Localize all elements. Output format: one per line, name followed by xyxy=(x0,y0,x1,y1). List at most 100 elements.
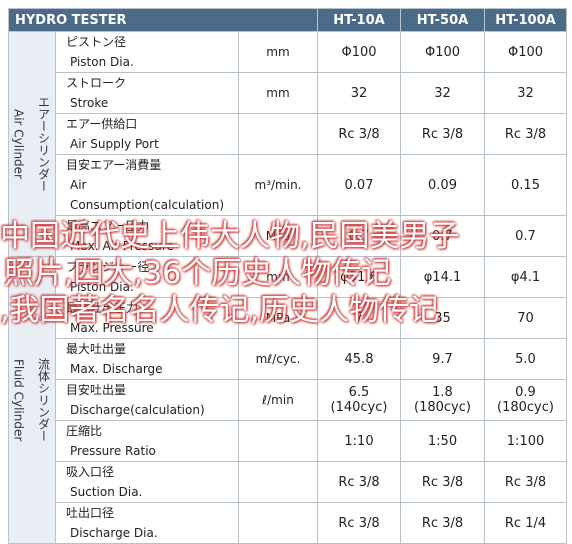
group-ja: エアーシリンダー xyxy=(36,96,51,192)
value-cell: Rc 1/4 xyxy=(484,502,567,544)
item-en: Stroke xyxy=(70,96,109,110)
item-en: Max. Pressure xyxy=(70,321,154,335)
value-cell: Φ100 xyxy=(400,31,485,73)
item-ja: 圧縮比 xyxy=(66,424,103,438)
item-cell: 吐出口径 Discharge Dia. xyxy=(55,502,239,544)
item-ja: 吐出口径 xyxy=(66,506,115,520)
spec-row: 吐出口径 Discharge Dia. Rc 3/8 Rc 3/8 Rc 1/4 xyxy=(9,502,567,544)
item-ja: ストローク xyxy=(66,76,127,90)
item-cell: ストローク Stroke xyxy=(55,72,239,114)
item-en: Discharge(calculation) xyxy=(70,403,205,417)
value-cell: 7 xyxy=(317,297,401,339)
item-en: Piston Dia. xyxy=(70,280,134,294)
spec-row: ストローク Stroke mm 32 32 32 xyxy=(9,72,567,114)
value-cell: 1:100 xyxy=(484,420,567,462)
value-cell: Rc 3/8 xyxy=(484,113,567,155)
page: HYDRO TESTER HT-10A HT-50A HT-100A Air C… xyxy=(0,8,567,544)
unit-cell xyxy=(238,461,318,503)
item-ja: 最大吐出量 xyxy=(66,342,127,356)
value-cell: 6.5 (140cyc) xyxy=(317,379,401,421)
item-cell: 最大吐出量 Max. Discharge xyxy=(55,338,239,380)
group-en: Fluid Cylinder xyxy=(11,358,26,442)
value-cell: 0.09 xyxy=(400,154,485,216)
value-cell: Φ100 xyxy=(484,31,567,73)
group-label: Fluid Cylinder 流体シリンダー xyxy=(9,257,55,543)
model: HT-10A xyxy=(317,8,401,32)
value-cell: 1:10 xyxy=(317,420,401,462)
value-cell: 0.7 xyxy=(317,215,401,257)
item-cell: 目安吐出量 Discharge(calculation) xyxy=(55,379,239,421)
spec-row: エアー供給口 Air Supply Port Rc 3/8 Rc 3/8 Rc 3/8 xyxy=(9,113,567,155)
unit-cell xyxy=(238,420,318,462)
item-cell: 吸入口径 Suction Dia. xyxy=(55,461,239,503)
group-label: Air Cylinder エアーシリンダー xyxy=(9,32,55,256)
value-cell: φ31.6 xyxy=(317,256,401,298)
value-cell: 0.9 (180cyc) xyxy=(484,379,567,421)
item-en: Air Consumption(calculation) xyxy=(70,178,225,212)
value-cell: 32 xyxy=(400,72,485,114)
item-cell: プランジャー径 Piston Dia. xyxy=(55,256,239,298)
model: HT-100A xyxy=(484,8,567,32)
item-cell: 最高エアー圧力 Max. Air Pressure xyxy=(55,215,239,257)
value-cell: φ4.1 xyxy=(484,256,567,298)
unit-cell: mm xyxy=(238,256,318,298)
item-en: Max. Air Pressure xyxy=(70,239,174,253)
value-cell: Rc 3/8 xyxy=(317,502,401,544)
value-cell: 35 xyxy=(400,297,485,339)
spec-row: 目安吐出量 Discharge(calculation) ℓ/min 6.5 (140… xyxy=(9,379,567,421)
spec-row: 目安エアー消費量 Air Consumption(calculation) m³/m… xyxy=(9,154,567,216)
spec-row: Air Cylinder エアーシリンダー ピストン径 Piston Dia. mm Φ1… xyxy=(8,31,567,257)
title: HYDRO TESTER xyxy=(8,8,318,32)
group-cell: Fluid Cylinder 流体シリンダー xyxy=(8,256,56,544)
unit-cell xyxy=(238,502,318,544)
value-cell: 0.07 xyxy=(317,154,401,216)
item-ja: ピストン径 xyxy=(66,35,127,49)
spec-table: HYDRO TESTER HT-10A HT-50A HT-100A Air C… xyxy=(8,8,567,544)
spec-row: 最高エアー圧力 Max. Air Pressure MPa 0.7 0.7 0.7 xyxy=(9,215,567,257)
item-ja: プランジャー径 xyxy=(66,260,150,274)
item-ja: エアー供給口 xyxy=(66,117,138,131)
spec-row: 最高吐出圧力 Max. Pressure MPa 7 35 70 xyxy=(9,297,567,339)
value-cell: 5.0 xyxy=(484,338,567,380)
unit-cell xyxy=(238,113,318,155)
value-cell: 32 xyxy=(484,72,567,114)
value-cell: 32 xyxy=(317,72,401,114)
item-cell: 目安エアー消費量 Air Consumption(calculation) xyxy=(55,154,239,216)
unit-cell: ℓ/min xyxy=(238,379,318,421)
value-cell: Rc 3/8 xyxy=(317,461,401,503)
unit-cell: mℓ/cyc. xyxy=(238,338,318,380)
value-cell: 0.7 xyxy=(484,215,567,257)
value-cell: 0.7 xyxy=(400,215,485,257)
item-cell: ピストン径 Piston Dia. xyxy=(55,31,239,73)
item-en: Pressure Ratio xyxy=(70,444,156,458)
group-ja: 流体シリンダー xyxy=(36,358,51,442)
value-cell: Rc 3/8 xyxy=(400,502,485,544)
item-ja: 最高エアー圧力 xyxy=(66,219,150,233)
value-cell: Rc 3/8 xyxy=(317,113,401,155)
value-cell: Rc 3/8 xyxy=(484,461,567,503)
unit-cell: mm xyxy=(238,31,318,73)
item-cell: 最高吐出圧力 Max. Pressure xyxy=(55,297,239,339)
value-cell: φ14.1 xyxy=(400,256,485,298)
value-cell: 1:50 xyxy=(400,420,485,462)
value-cell: 70 xyxy=(484,297,567,339)
spec-row: 圧縮比 Pressure Ratio 1:10 1:50 1:100 xyxy=(9,420,567,462)
spec-row: Fluid Cylinder 流体シリンダー プランジャー径 Piston Dia. m… xyxy=(8,256,567,544)
value-cell: Φ100 xyxy=(317,31,401,73)
group-cell: Air Cylinder エアーシリンダー xyxy=(8,31,56,257)
unit-cell: m³/min. xyxy=(238,154,318,216)
value-cell: 0.15 xyxy=(484,154,567,216)
item-en: Discharge Dia. xyxy=(70,526,158,540)
spec-row: 吸入口径 Suction Dia. Rc 3/8 Rc 3/8 Rc 3/8 xyxy=(9,461,567,503)
unit-cell: MPa xyxy=(238,215,318,257)
value-cell: 1.8 (180cyc) xyxy=(400,379,485,421)
item-ja: 目安エアー消費量 xyxy=(66,158,162,172)
item-en: Piston Dia. xyxy=(70,55,134,69)
group-en: Air Cylinder xyxy=(11,109,26,179)
spec-row: 最大吐出量 Max. Discharge mℓ/cyc. 45.8 9.7 5.0 xyxy=(9,338,567,380)
model: HT-50A xyxy=(400,8,485,32)
value-cell: Rc 3/8 xyxy=(400,113,485,155)
item-ja: 吸入口径 xyxy=(66,465,115,479)
unit-cell: mm xyxy=(238,72,318,114)
value-cell: Rc 3/8 xyxy=(400,461,485,503)
